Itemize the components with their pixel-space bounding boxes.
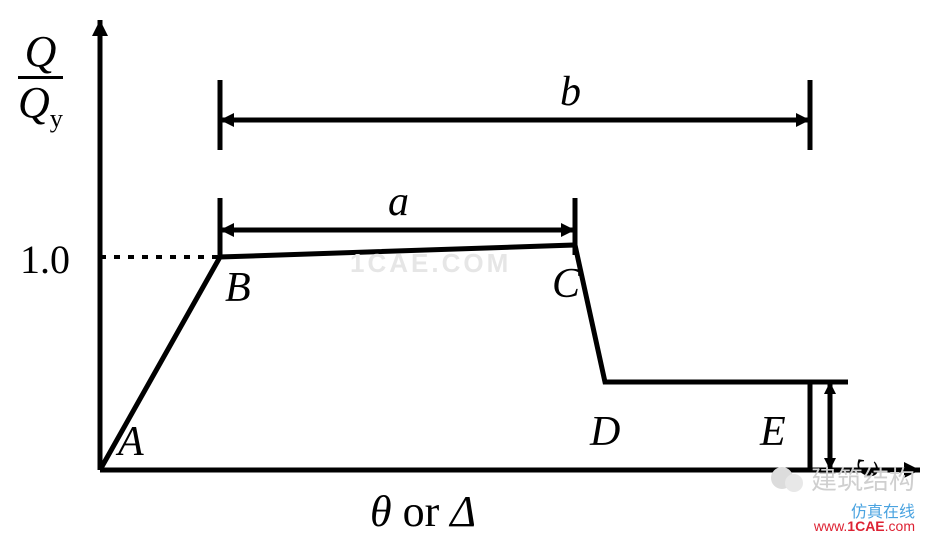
point-E-label: E [760, 408, 786, 456]
wechat-icon [769, 464, 805, 494]
watermark-cae-line2: www.1CAE.com [814, 518, 915, 534]
watermark-cae2-pre: www. [814, 518, 847, 534]
y-axis-denominator-Q: Q [18, 78, 50, 127]
x-axis-or: or [392, 487, 451, 536]
point-B-label: B [225, 264, 251, 312]
dim-b-label: b [560, 68, 581, 116]
watermark-logo: 建筑结构 [769, 460, 915, 497]
y-axis-label: Q Qy [18, 30, 63, 131]
point-D-label: D [590, 408, 620, 456]
watermark-center: 1CAE.COM [350, 248, 511, 279]
x-axis-delta: Δ [450, 487, 476, 536]
watermark-logo-text: 建筑结构 [811, 460, 915, 497]
y-axis-denominator-sub: y [50, 103, 63, 133]
y-axis-numerator: Q [25, 27, 57, 76]
y-tick-1: 1.0 [20, 236, 70, 283]
dim-a-label: a [388, 178, 409, 226]
x-axis-theta: θ [370, 487, 392, 536]
point-A-label: A [118, 418, 144, 466]
watermark-cae2-suf: .com [885, 518, 915, 534]
x-axis-label: θ or Δ [370, 486, 476, 537]
watermark-cae2-mid: 1CAE [847, 518, 884, 534]
point-C-label: C [552, 260, 580, 308]
